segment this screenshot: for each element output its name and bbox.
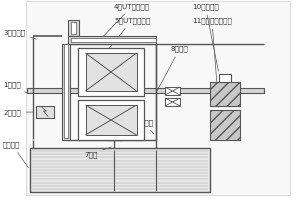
Bar	[85, 53, 136, 91]
Text: 1、钢棒: 1、钢棒	[3, 81, 27, 93]
Text: 10、软毛刷: 10、软毛刷	[192, 3, 219, 71]
Bar	[36, 106, 54, 118]
Bar	[68, 20, 79, 36]
Bar	[62, 44, 70, 140]
Text: 3、进水管: 3、进水管	[3, 29, 36, 39]
Bar	[210, 110, 240, 140]
Text: 循环水槽: 循环水槽	[3, 141, 29, 168]
Bar	[27, 88, 264, 93]
Text: 7滤网: 7滤网	[84, 147, 111, 158]
Text: 5、UT探伤探头: 5、UT探伤探头	[98, 17, 150, 62]
Bar	[66, 44, 156, 140]
Bar	[210, 82, 240, 106]
Text: 2、水泵: 2、水泵	[3, 109, 33, 116]
Bar	[26, 1, 290, 195]
Bar	[78, 100, 144, 140]
Text: 9、出水管: 9、出水管	[132, 119, 154, 134]
Bar	[68, 36, 156, 44]
Bar	[71, 22, 76, 34]
Text: 4、UT探伤外箱: 4、UT探伤外箱	[98, 3, 150, 42]
Text: 11、高压空气吹气: 11、高压空气吹气	[192, 17, 232, 107]
Bar	[30, 148, 210, 192]
Bar	[78, 48, 144, 96]
Text: 8、水膜: 8、水膜	[157, 45, 189, 91]
Bar	[165, 98, 180, 106]
Bar	[71, 38, 156, 42]
Bar	[219, 74, 231, 82]
Bar	[165, 87, 180, 95]
Bar	[85, 105, 136, 135]
Bar	[64, 44, 68, 138]
